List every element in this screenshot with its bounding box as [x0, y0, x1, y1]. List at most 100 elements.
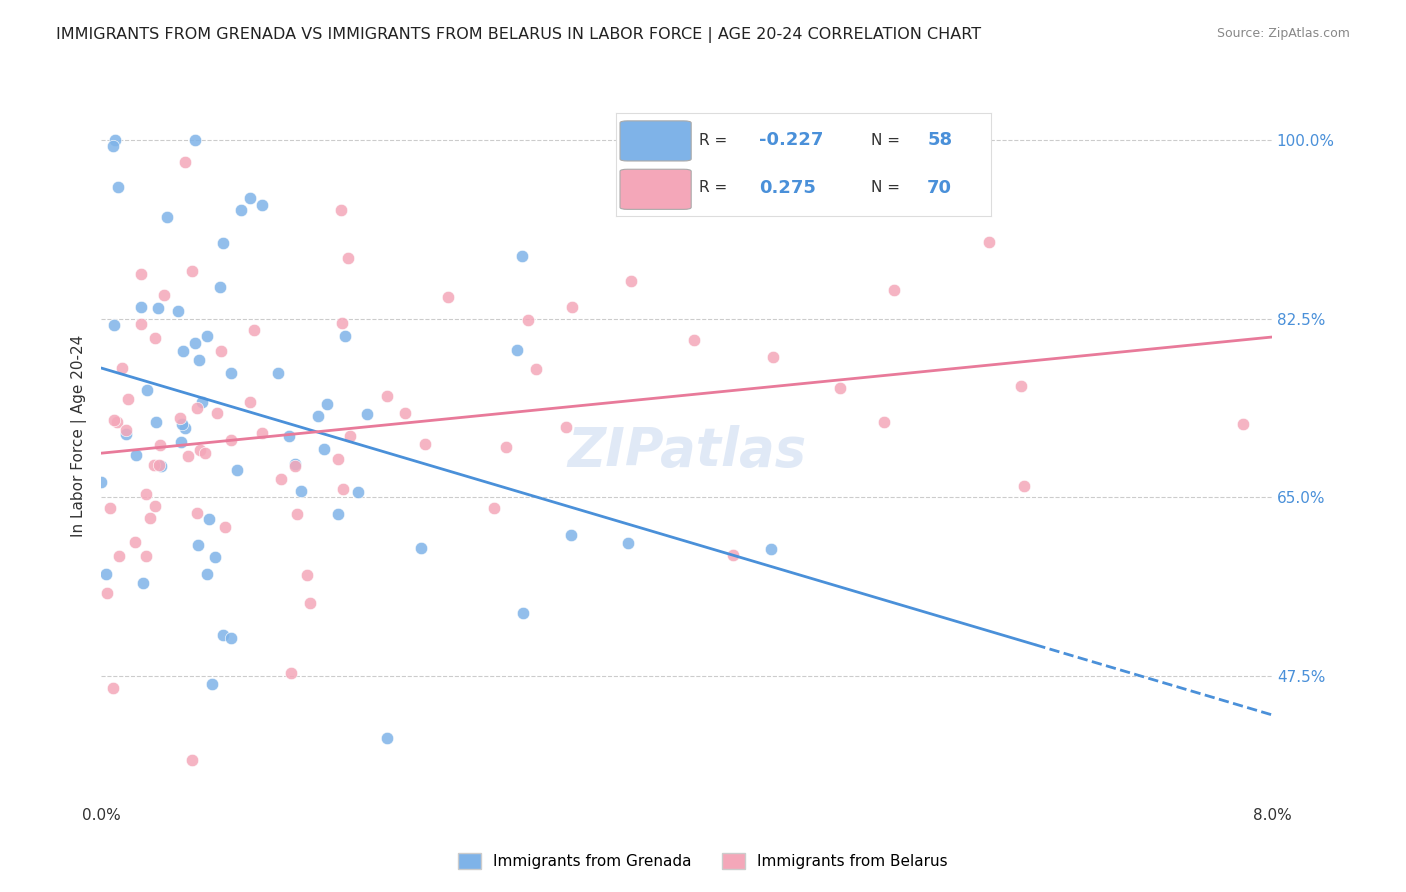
Point	[125, 448, 148, 462]
Y-axis label: In Labor Force | Age 20-24: In Labor Force | Age 20-24	[72, 334, 87, 537]
Point	[212, 628, 235, 642]
Point	[129, 267, 152, 281]
Point	[284, 457, 307, 471]
Point	[135, 549, 157, 564]
Point	[94, 566, 117, 581]
Point	[105, 415, 128, 429]
Point	[166, 304, 188, 318]
Point	[172, 417, 194, 432]
Point	[620, 274, 643, 288]
Point	[328, 508, 350, 522]
Point	[243, 323, 266, 337]
Point	[214, 520, 236, 534]
Point	[219, 631, 242, 645]
Point	[278, 429, 301, 443]
Point	[239, 394, 262, 409]
Point	[143, 458, 166, 472]
Point	[332, 482, 354, 496]
Point	[394, 406, 416, 420]
Point	[977, 235, 1000, 249]
Point	[252, 198, 274, 212]
Point	[201, 677, 224, 691]
Point	[195, 567, 218, 582]
Point	[103, 412, 125, 426]
Point	[315, 397, 337, 411]
Point	[347, 485, 370, 500]
Point	[170, 434, 193, 449]
Point	[298, 596, 321, 610]
Point	[103, 318, 125, 332]
Point	[143, 499, 166, 513]
Point	[153, 288, 176, 302]
Point	[90, 475, 112, 489]
Point	[172, 344, 194, 359]
Point	[683, 333, 706, 347]
Point	[283, 459, 305, 474]
Point	[107, 180, 129, 194]
Point	[510, 249, 533, 263]
Point	[135, 487, 157, 501]
Point	[139, 511, 162, 525]
Point	[307, 409, 329, 424]
Point	[103, 681, 125, 695]
Point	[339, 428, 361, 442]
Point	[132, 576, 155, 591]
Point	[156, 210, 179, 224]
Point	[98, 501, 121, 516]
Point	[149, 458, 172, 473]
Point	[560, 527, 582, 541]
Point	[173, 155, 195, 169]
Point	[209, 344, 232, 359]
Point	[616, 536, 638, 550]
Point	[723, 548, 745, 562]
Text: IMMIGRANTS FROM GRENADA VS IMMIGRANTS FROM BELARUS IN LABOR FORCE | AGE 20-24 CO: IMMIGRANTS FROM GRENADA VS IMMIGRANTS FR…	[56, 27, 981, 43]
Point	[330, 316, 353, 330]
Text: Source: ZipAtlas.com: Source: ZipAtlas.com	[1216, 27, 1350, 40]
Point	[198, 512, 221, 526]
Point	[1010, 379, 1032, 393]
Point	[333, 328, 356, 343]
Point	[117, 392, 139, 407]
Point	[285, 507, 308, 521]
Point	[270, 472, 292, 486]
Point	[211, 235, 233, 250]
Point	[136, 383, 159, 397]
Point	[183, 133, 205, 147]
Point	[280, 666, 302, 681]
Point	[506, 343, 529, 357]
Point	[124, 534, 146, 549]
Point	[188, 443, 211, 458]
Point	[191, 394, 214, 409]
Point	[186, 401, 208, 416]
Point	[250, 425, 273, 440]
Point	[226, 463, 249, 477]
Point	[561, 301, 583, 315]
Point	[330, 203, 353, 218]
Point	[297, 567, 319, 582]
Point	[883, 283, 905, 297]
Point	[555, 419, 578, 434]
Point	[219, 433, 242, 447]
Point	[174, 421, 197, 435]
Point	[101, 138, 124, 153]
Point	[180, 263, 202, 277]
Point	[187, 353, 209, 368]
Point	[96, 586, 118, 600]
Point	[110, 360, 132, 375]
Point	[181, 753, 204, 767]
Point	[526, 362, 548, 376]
Point	[149, 438, 172, 452]
Point	[186, 507, 208, 521]
Point	[129, 317, 152, 331]
Point	[146, 301, 169, 316]
Text: ZIPatlas: ZIPatlas	[567, 425, 806, 476]
Point	[415, 436, 437, 450]
Point	[761, 542, 783, 557]
Point	[131, 300, 153, 314]
Point	[375, 731, 398, 745]
Point	[290, 484, 312, 499]
Point	[326, 451, 349, 466]
Point	[512, 606, 534, 620]
Point	[104, 133, 127, 147]
Point	[143, 331, 166, 345]
